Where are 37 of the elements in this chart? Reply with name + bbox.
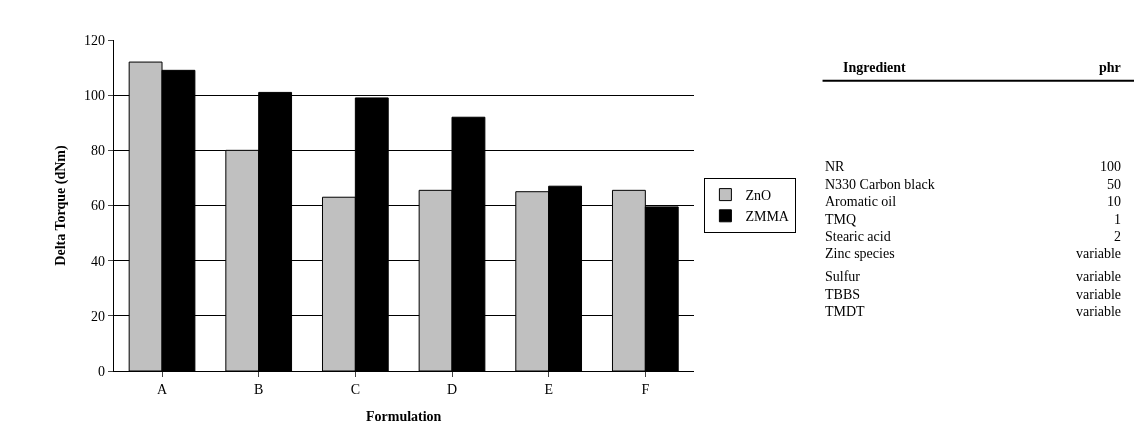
legend-label: ZMMA	[745, 209, 790, 225]
legend-label: ZnO	[745, 188, 772, 204]
y-tick-label: 80	[90, 143, 105, 159]
text: 50	[1107, 177, 1121, 192]
text: variable	[1076, 304, 1122, 319]
y-tick-label: 20	[90, 308, 105, 324]
x-tick-label: A	[156, 381, 168, 397]
text: phr	[1099, 60, 1121, 75]
y-tick-label: 100	[83, 88, 105, 104]
category-label: TBBS	[825, 287, 861, 302]
x-tick-label: F	[641, 381, 650, 397]
y-tick-label: 120	[83, 32, 105, 48]
x-tick-label: C	[350, 381, 361, 397]
text: variable	[1076, 287, 1122, 302]
y-tick-label: 40	[90, 253, 105, 269]
category-label: Sulfur	[825, 269, 861, 284]
category-label: TMQ	[825, 212, 857, 227]
category-label: Zinc species	[825, 246, 895, 261]
text: Ingredient	[843, 60, 907, 75]
x-axis-title: Formulation	[365, 409, 442, 425]
text: 10	[1107, 194, 1121, 209]
x-tick-label: E	[544, 381, 553, 397]
category-label: TMDT	[825, 304, 866, 319]
x-tick-label: B	[254, 381, 264, 397]
category-label: Aromatic oil	[825, 194, 897, 209]
category-label: N330 Carbon black	[825, 177, 935, 192]
text: variable	[1076, 269, 1122, 284]
y-tick-label: 60	[90, 198, 105, 214]
y-axis-title: Delta Torque (dNm)	[52, 145, 69, 266]
y-tick-label: 0	[97, 363, 105, 379]
x-tick-label: D	[446, 381, 458, 397]
category-label: NR	[825, 159, 846, 174]
category-label: Stearic acid	[825, 229, 891, 244]
text: 2	[1114, 229, 1121, 244]
text: 1	[1114, 212, 1121, 227]
text: 100	[1100, 159, 1121, 174]
text: variable	[1076, 246, 1122, 261]
